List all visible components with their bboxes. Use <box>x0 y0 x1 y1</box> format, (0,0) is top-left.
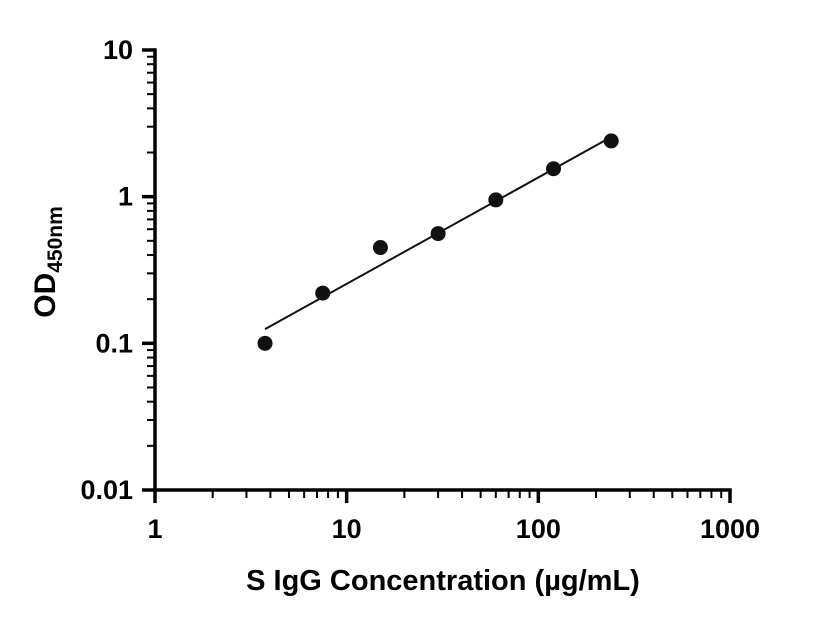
y-tick-label: 0.1 <box>95 328 133 358</box>
y-tick-label: 0.01 <box>80 475 133 505</box>
data-point <box>430 226 446 242</box>
y-tick-label: 1 <box>118 182 133 212</box>
data-point <box>546 161 562 177</box>
data-point <box>372 240 388 256</box>
data-point <box>257 335 273 351</box>
y-axis-title: OD450nm <box>29 206 67 318</box>
plot-layer: 1 10 100 1000 0.01 0.1 1 10 <box>80 35 760 544</box>
x-tick-label: 1000 <box>700 514 760 544</box>
y-axis-title-sub: 450nm <box>44 206 67 273</box>
y-tick-label: 10 <box>103 35 133 65</box>
x-tick-label: 10 <box>332 514 362 544</box>
data-point <box>315 285 331 301</box>
x-axis-title: S IgG Concentration (µg/mL) <box>246 565 640 597</box>
y-axis-title-main: OD <box>29 273 62 318</box>
axes-frame <box>153 48 732 492</box>
x-tick-label: 100 <box>516 514 561 544</box>
data-point <box>603 133 619 149</box>
x-tick-label: 1 <box>147 514 162 544</box>
data-point <box>488 192 504 208</box>
